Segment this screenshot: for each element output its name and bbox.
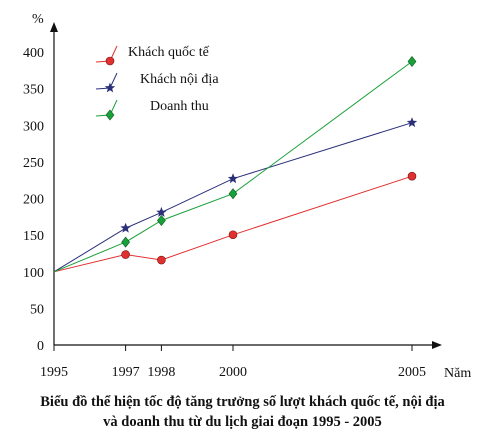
- data-point-marker: [407, 56, 417, 68]
- y-axis-unit-label: %: [32, 12, 44, 27]
- y-tick-label: 250: [23, 156, 44, 171]
- data-point-marker: [121, 236, 130, 248]
- series-lines: [53, 61, 413, 273]
- y-axis-arrow: [50, 22, 58, 32]
- legend: Khách quốc tế Khách nội địa Doanh thu: [95, 45, 219, 121]
- x-tick-label: 2000: [219, 365, 247, 380]
- data-point-marker: [121, 250, 130, 259]
- data-point-marker: [406, 117, 418, 128]
- legend-line: [95, 99, 118, 117]
- data-point-marker: [156, 206, 167, 217]
- legend-label: Khách quốc tế: [128, 45, 210, 60]
- data-point-marker: [157, 255, 166, 265]
- x-axis-arrow: [432, 341, 442, 349]
- data-point-marker: [228, 230, 238, 240]
- data-point-marker: [228, 188, 238, 200]
- chart-caption: Biểu đồ thể hiện tốc độ tăng trưởng số l…: [0, 392, 485, 432]
- x-tick-label: 1997: [112, 365, 140, 380]
- series-markers: [120, 56, 418, 265]
- x-tick-label: 1995: [40, 365, 68, 380]
- axes: [50, 22, 442, 351]
- y-tick-label: 50: [30, 302, 44, 317]
- chart-title-line-2: và doanh thu từ du lịch giai đoạn 1995 -…: [103, 414, 382, 430]
- data-point-marker: [407, 171, 417, 181]
- x-axis-label: Năm: [444, 366, 471, 381]
- x-tick-label: 1998: [147, 365, 175, 380]
- x-tick-label: 2005: [398, 365, 426, 380]
- series-line-3: [53, 61, 413, 273]
- y-tick-label: 0: [37, 339, 44, 354]
- legend-label: Doanh thu: [150, 99, 209, 114]
- data-point-marker: [157, 214, 166, 226]
- y-tick-label: 350: [23, 83, 44, 98]
- y-tick-label: 400: [23, 46, 44, 61]
- y-tick-label: 100: [23, 266, 44, 281]
- legend-marker: [105, 56, 115, 66]
- chart-title-line-1: Biểu đồ thể hiện tốc độ tăng trưởng số l…: [40, 394, 445, 410]
- y-tick-label: 300: [23, 119, 44, 134]
- y-tick-label: 200: [23, 193, 44, 208]
- data-point-marker: [120, 222, 131, 233]
- y-tick-label: 150: [23, 229, 44, 244]
- legend-label: Khách nội địa: [140, 72, 219, 87]
- tick-labels: 0 50 100 150 200 250 300 350 400 1995 1997 1998 2000…: [23, 46, 426, 380]
- legend-marker: [105, 109, 115, 121]
- legend-marker: [104, 82, 116, 93]
- data-point-marker: [227, 173, 239, 184]
